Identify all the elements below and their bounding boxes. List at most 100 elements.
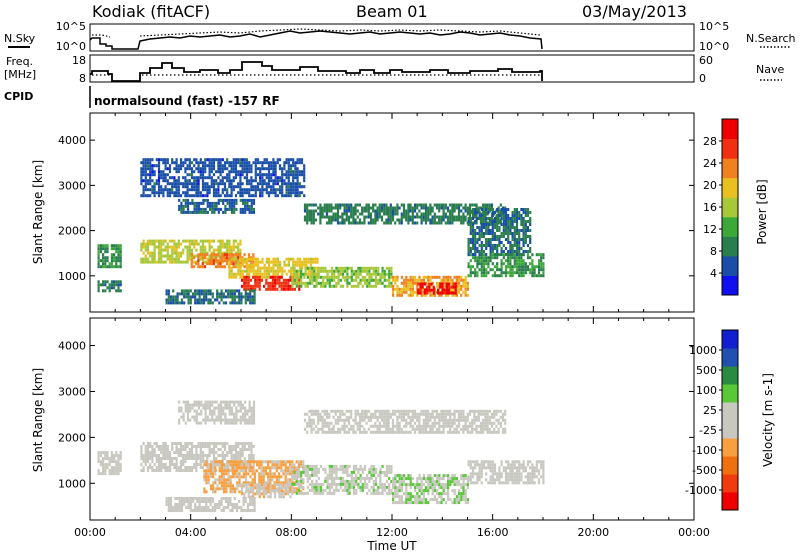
power-echo-cell bbox=[478, 214, 481, 217]
velocity-echo-cell bbox=[199, 457, 202, 460]
power-echo-cell bbox=[476, 208, 479, 211]
power-echo-cell bbox=[383, 206, 386, 210]
power-echo-cell bbox=[347, 203, 351, 207]
power-echo-cell bbox=[151, 179, 154, 183]
power-echo-cell bbox=[146, 257, 150, 261]
power-echo-cell bbox=[502, 250, 505, 253]
power-echo-cell bbox=[99, 283, 102, 287]
power-echo-cell bbox=[237, 182, 240, 186]
power-echo-cell bbox=[285, 257, 288, 261]
power-echo-cell bbox=[379, 275, 382, 279]
power-echo-cell bbox=[146, 260, 150, 264]
power-echo-cell bbox=[296, 191, 299, 195]
power-echo-cell bbox=[520, 229, 523, 232]
power-echo-cell bbox=[335, 281, 338, 285]
power-echo-cell bbox=[195, 260, 198, 264]
power-echo-cell bbox=[522, 226, 525, 229]
power-echo-cell bbox=[272, 191, 275, 195]
power-echo-cell bbox=[252, 253, 255, 257]
velocity-echo-cell bbox=[400, 480, 403, 484]
power-echo-cell bbox=[265, 182, 268, 186]
power-echo-cell bbox=[276, 281, 279, 285]
velocity-echo-cell bbox=[394, 489, 397, 493]
velocity-echo-cell bbox=[238, 478, 241, 482]
power-echo-cell bbox=[199, 167, 202, 171]
power-echo-cell bbox=[257, 269, 260, 273]
velocity-echo-cell bbox=[346, 491, 349, 495]
velocity-echo-cell bbox=[289, 478, 292, 482]
power-echo-cell bbox=[319, 266, 323, 270]
power-echo-cell bbox=[274, 269, 277, 273]
power-echo-cell bbox=[292, 269, 295, 273]
power-echo-cell bbox=[396, 218, 399, 222]
velocity-echo-cell bbox=[352, 482, 356, 486]
velocity-echo-cell bbox=[388, 464, 391, 468]
power-echo-cell bbox=[263, 269, 266, 273]
power-echo-cell bbox=[294, 263, 297, 267]
velocity-echo-cell bbox=[175, 466, 178, 469]
power-echo-cell bbox=[188, 161, 191, 165]
velocity-echo-cell bbox=[225, 484, 228, 488]
velocity-echo-cell bbox=[464, 501, 467, 505]
power-echo-cell bbox=[206, 158, 209, 162]
power-echo-cell bbox=[168, 176, 172, 180]
power-echo-cell bbox=[493, 211, 497, 214]
power-echo-cell bbox=[216, 298, 219, 302]
velocity-echo-cell bbox=[278, 466, 281, 470]
power-echo-cell bbox=[166, 179, 169, 183]
power-echo-cell bbox=[300, 269, 303, 273]
velocity-echo-cell bbox=[205, 469, 208, 473]
velocity-echo-cell bbox=[220, 481, 223, 485]
power-echo-cell bbox=[180, 298, 184, 302]
power-echo-cell bbox=[191, 210, 194, 214]
velocity-echo-cell bbox=[245, 469, 248, 473]
power-echo-cell bbox=[186, 204, 190, 208]
power-echo-cell bbox=[509, 220, 512, 223]
velocity-echo-cell bbox=[179, 463, 183, 466]
velocity-echo-cell bbox=[248, 463, 251, 466]
power-echo-cell bbox=[374, 215, 377, 219]
power-echo-cell bbox=[157, 164, 161, 168]
power-echo-cell bbox=[455, 203, 458, 207]
power-echo-cell bbox=[388, 275, 391, 279]
power-echo-cell bbox=[445, 291, 448, 295]
power-echo-cell bbox=[267, 191, 271, 195]
velocity-echo-cell bbox=[157, 454, 161, 457]
power-echo-cell bbox=[522, 274, 525, 278]
velocity-echo-cell bbox=[414, 486, 417, 490]
power-echo-cell bbox=[230, 275, 233, 279]
velocity-echo-cell bbox=[476, 478, 479, 482]
velocity-echo-cell bbox=[203, 460, 206, 464]
power-echo-cell bbox=[326, 275, 329, 279]
power-echo-cell bbox=[261, 260, 264, 264]
velocity-echo-cell bbox=[407, 474, 410, 478]
power-echo-cell bbox=[290, 257, 293, 261]
power-colorbar-segment bbox=[722, 197, 738, 218]
power-echo-cell bbox=[282, 281, 285, 285]
power-echo-cell bbox=[515, 232, 519, 235]
power-echo-cell bbox=[531, 259, 534, 263]
power-echo-cell bbox=[261, 194, 264, 198]
power-echo-cell bbox=[254, 269, 257, 273]
velocity-echo-cell bbox=[237, 451, 240, 454]
velocity-echo-cell bbox=[247, 492, 250, 496]
velocity-echo-cell bbox=[491, 475, 494, 479]
power-echo-cell bbox=[452, 285, 455, 289]
power-echo-cell bbox=[246, 207, 249, 211]
power-echo-cell bbox=[209, 301, 212, 305]
power-echo-cell bbox=[253, 292, 256, 296]
power-echo-cell bbox=[287, 161, 290, 165]
power-echo-cell bbox=[522, 265, 525, 269]
power-echo-cell bbox=[311, 272, 314, 276]
power-echo-cell bbox=[113, 244, 116, 248]
velocity-echo-cell bbox=[227, 475, 230, 479]
velocity-echo-cell bbox=[291, 460, 294, 464]
power-echo-cell bbox=[270, 167, 273, 171]
velocity-echo-cell bbox=[352, 470, 356, 474]
velocity-echo-cell bbox=[102, 460, 105, 464]
velocity-echo-cell bbox=[258, 489, 261, 493]
velocity-echo-cell bbox=[444, 501, 447, 505]
velocity-echo-cell bbox=[184, 466, 187, 469]
power-echo-cell bbox=[217, 262, 220, 266]
